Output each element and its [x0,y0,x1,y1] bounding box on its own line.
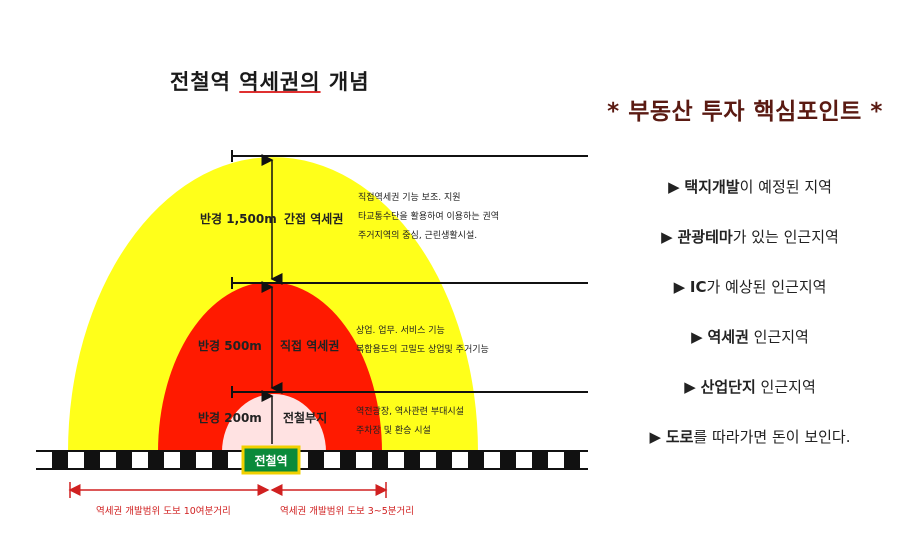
station-box [241,445,301,475]
track-tie [308,451,324,469]
inner-zone [222,394,326,452]
track-tie [340,451,356,469]
track-tie [84,451,100,469]
point-item: ▶ 택지개발이 예정된 지역 [668,178,832,196]
outer-desc-2: 타교통수단을 활용하여 이용하는 권역 [358,210,499,222]
title-part2: 역세권의 [239,70,321,94]
track-tie [500,451,516,469]
outer-radius-label: 반경 1,500m [200,211,277,226]
track-tie [52,451,68,469]
outer-type-label: 간접 역세권 [284,211,343,226]
investment-points-heading: * 부동산 투자 핵심포인트 * [607,99,883,125]
track-tie [212,451,228,469]
inner-type-label: 전철부지 [283,410,327,425]
middle-radius-label: 반경 500m [198,338,262,353]
point-item: ▶ 관광테마가 있는 인근지역 [661,228,839,246]
inner-radius-label: 반경 200m [198,410,262,425]
inner-desc-2: 주차장 및 환승 시설 [356,424,431,436]
track-tie [180,451,196,469]
track-tie [564,451,580,469]
middle-type-label: 직접 역세권 [280,338,339,353]
title-part3: 개념 [320,70,370,94]
title-part1: 전철역 [170,70,240,94]
track-tie [436,451,452,469]
diagram-title: 전철역 역세권의 개념 [170,66,370,96]
track-tie [116,451,132,469]
track-tie [532,451,548,469]
point-item: ▶ 역세권 인근지역 [691,328,809,346]
track-tie [468,451,484,469]
walk-label-far: 역세권 개발범위 도보 10여분거리 [96,505,231,517]
track-tie [372,451,388,469]
outer-desc-1: 직접역세권 기능 보조. 지원 [358,191,461,203]
station-area-diagram: 전철역 반경 1,500m 간접 역세권 반경 500m 직접 역세권 반경 2… [36,150,588,517]
track-tie [404,451,420,469]
outer-desc-3: 주거지역의 중심, 근린생활시설. [358,229,477,241]
point-item: ▶ 산업단지 인근지역 [684,378,816,396]
middle-desc-2: 복합용도의 고밀도 상업및 주거기능 [356,343,489,355]
middle-desc-1: 상업. 업무. 서비스 기능 [356,325,445,336]
track-tie [148,451,164,469]
railway-track [36,450,588,470]
point-item: ▶ 도로를 따라가면 돈이 보인다. [649,428,851,446]
inner-desc-1: 역전광장, 역사관련 부대시설 [356,405,464,417]
station-label: 전철역 [254,453,287,468]
walk-label-near: 역세권 개발범위 도보 3~5분거리 [280,505,414,517]
point-item: ▶ IC가 예상된 인근지역 [673,278,827,296]
